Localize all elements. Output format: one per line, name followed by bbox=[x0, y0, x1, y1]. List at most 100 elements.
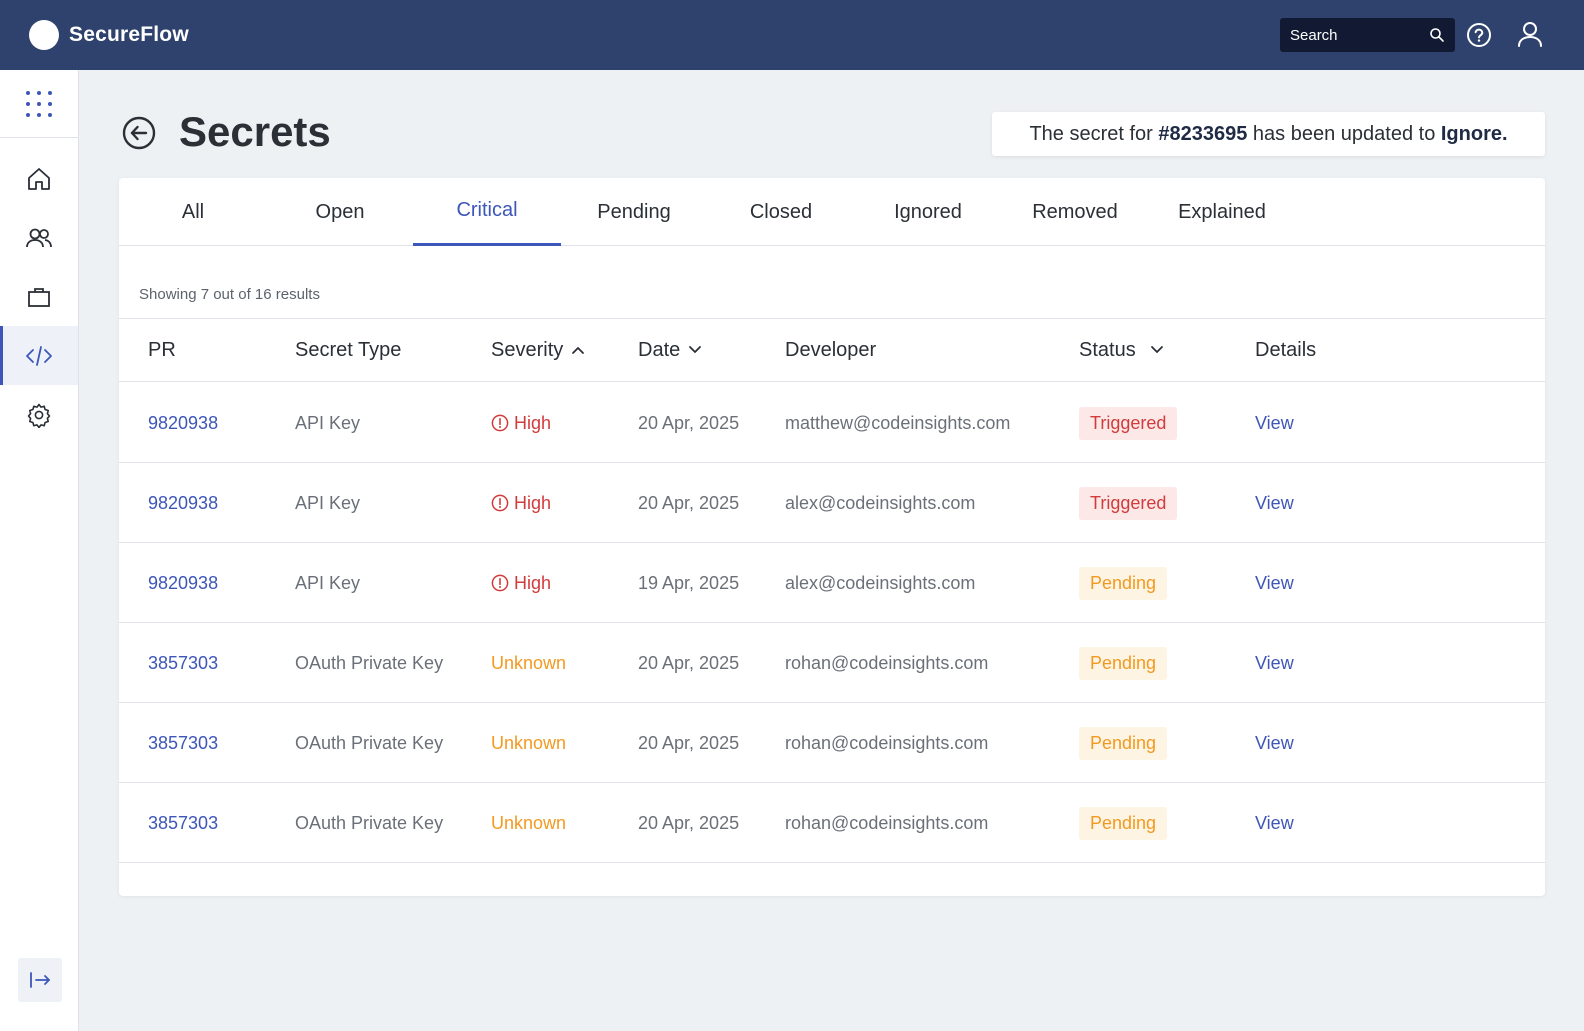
developer-email: matthew@codeinsights.com bbox=[785, 412, 1011, 433]
tab-explained[interactable]: Explained bbox=[1178, 200, 1266, 223]
apps-menu[interactable] bbox=[0, 70, 78, 138]
collapse-icon bbox=[30, 972, 50, 988]
notification-toast: The secret for #8233695 has been updated… bbox=[992, 112, 1545, 156]
developer-email: alex@codeinsights.com bbox=[785, 572, 976, 593]
toast-text-prefix: The secret for bbox=[1029, 122, 1159, 145]
filter-tabs: All Open Critical Pending Closed Ignored… bbox=[119, 178, 1545, 246]
results-count: Showing 7 out of 16 results bbox=[139, 286, 320, 303]
severity-label: Unknown bbox=[491, 812, 567, 833]
sidebar-item-settings[interactable] bbox=[0, 385, 78, 444]
help-icon[interactable] bbox=[1466, 22, 1492, 48]
user-icon[interactable] bbox=[1516, 20, 1544, 48]
column-header-date[interactable]: Date bbox=[638, 319, 702, 381]
severity-cell: Unknown bbox=[491, 703, 566, 783]
pr-link[interactable]: 3857303 bbox=[148, 732, 219, 753]
date-cell: 19 Apr, 2025 bbox=[638, 572, 740, 593]
sidebar-item-projects[interactable] bbox=[0, 267, 78, 326]
users-icon bbox=[26, 228, 52, 247]
toast-status: Ignore. bbox=[1440, 122, 1508, 145]
sidebar-item-users[interactable] bbox=[0, 208, 78, 267]
column-header-developer: Developer bbox=[785, 319, 876, 381]
chevron-down-icon bbox=[689, 346, 702, 353]
severity-cell: Unknown bbox=[491, 783, 566, 863]
tab-ignored[interactable]: Ignored bbox=[894, 200, 962, 223]
pr-link[interactable]: 9820938 bbox=[148, 492, 219, 513]
column-header-pr: PR bbox=[148, 319, 176, 381]
tab-closed[interactable]: Closed bbox=[749, 200, 813, 223]
view-details-link[interactable]: View bbox=[1255, 492, 1294, 513]
column-header-details: Details bbox=[1255, 319, 1316, 381]
view-details-link[interactable]: View bbox=[1255, 412, 1294, 433]
sidebar-item-home[interactable] bbox=[0, 149, 78, 208]
code-icon bbox=[26, 345, 52, 366]
view-details-link[interactable]: View bbox=[1255, 652, 1294, 673]
status-badge: Pending bbox=[1079, 566, 1168, 600]
page-title: Secrets bbox=[179, 108, 331, 155]
tab-critical[interactable]: Critical bbox=[413, 178, 561, 246]
status-cell: Pending bbox=[1079, 703, 1168, 783]
sidebar-item-secrets[interactable] bbox=[0, 326, 78, 385]
search-input[interactable] bbox=[1280, 19, 1420, 51]
pr-link[interactable]: 9820938 bbox=[148, 572, 219, 593]
column-header-details-label: Details bbox=[1255, 338, 1317, 361]
secrets-card: All Open Critical Pending Closed Ignored… bbox=[119, 178, 1545, 896]
tab-pending[interactable]: Pending bbox=[597, 200, 671, 223]
table-row: 9820938 API Key High 19 Apr, 2025 alex@codei… bbox=[119, 543, 1545, 623]
tab-all[interactable]: All bbox=[181, 200, 205, 223]
search-box bbox=[1280, 18, 1455, 52]
pr-link[interactable]: 3857303 bbox=[148, 812, 219, 833]
toast-secret-id: #8233695 bbox=[1158, 122, 1248, 145]
developer-email: alex@codeinsights.com bbox=[785, 492, 976, 513]
column-header-status[interactable]: Status bbox=[1079, 319, 1164, 381]
table-row: 3857303 OAuth Private Key Unknown 20 Apr, 2… bbox=[119, 703, 1545, 783]
column-header-secret-type: Secret Type bbox=[295, 319, 401, 381]
view-details-link[interactable]: View bbox=[1255, 732, 1294, 753]
pr-link[interactable]: 9820938 bbox=[148, 412, 219, 433]
pr-link[interactable]: 3857303 bbox=[148, 652, 219, 673]
alert-icon bbox=[491, 494, 509, 512]
status-cell: Pending bbox=[1079, 783, 1168, 863]
column-header-severity[interactable]: Severity bbox=[491, 319, 585, 381]
developer-email: rohan@codeinsights.com bbox=[785, 732, 989, 753]
alert-icon bbox=[491, 574, 509, 592]
secret-type: OAuth Private Key bbox=[295, 732, 444, 753]
secret-type: OAuth Private Key bbox=[295, 812, 444, 833]
home-icon bbox=[28, 167, 50, 190]
secret-type: API Key bbox=[295, 412, 361, 433]
status-cell: Triggered bbox=[1079, 463, 1178, 543]
column-header-secret-type-label: Secret Type bbox=[295, 338, 402, 361]
collapse-sidebar-button[interactable] bbox=[18, 958, 62, 1002]
status-cell: Pending bbox=[1079, 543, 1168, 623]
status-badge: Pending bbox=[1079, 646, 1168, 680]
column-header-status-label: Status bbox=[1079, 338, 1136, 361]
date-cell: 20 Apr, 2025 bbox=[638, 492, 740, 513]
severity-label: High bbox=[514, 412, 552, 433]
search-icon[interactable] bbox=[1429, 27, 1445, 43]
severity-label: Unknown bbox=[491, 652, 567, 673]
tab-open[interactable]: Open bbox=[315, 200, 365, 223]
app-name: SecureFlow bbox=[69, 23, 189, 46]
status-cell: Triggered bbox=[1079, 383, 1178, 463]
table-row: 9820938 API Key High 20 Apr, 2025 matthew@co… bbox=[119, 383, 1545, 463]
gear-icon bbox=[27, 403, 51, 428]
table-row: 9820938 API Key High 20 Apr, 2025 alex@codei… bbox=[119, 463, 1545, 543]
app-logo[interactable]: SecureFlow bbox=[29, 20, 189, 50]
column-header-date-label: Date bbox=[638, 338, 681, 361]
sidebar bbox=[0, 70, 79, 1031]
secret-type: API Key bbox=[295, 572, 361, 593]
table-row: 3857303 OAuth Private Key Unknown 20 Apr, 2… bbox=[119, 783, 1545, 863]
alert-icon bbox=[491, 414, 509, 432]
top-bar: SecureFlow bbox=[0, 0, 1584, 70]
view-details-link[interactable]: View bbox=[1255, 572, 1294, 593]
secret-type: OAuth Private Key bbox=[295, 652, 444, 673]
tab-removed[interactable]: Removed bbox=[1032, 200, 1118, 223]
grid-icon bbox=[26, 90, 52, 117]
status-cell: Pending bbox=[1079, 623, 1168, 703]
status-badge: Pending bbox=[1079, 726, 1168, 760]
view-details-link[interactable]: View bbox=[1255, 812, 1294, 833]
status-badge: Triggered bbox=[1079, 486, 1178, 520]
status-badge: Pending bbox=[1079, 806, 1168, 840]
back-arrow-icon[interactable] bbox=[122, 116, 156, 150]
toast-text-middle: has been updated to bbox=[1247, 122, 1441, 145]
column-header-developer-label: Developer bbox=[785, 338, 877, 361]
